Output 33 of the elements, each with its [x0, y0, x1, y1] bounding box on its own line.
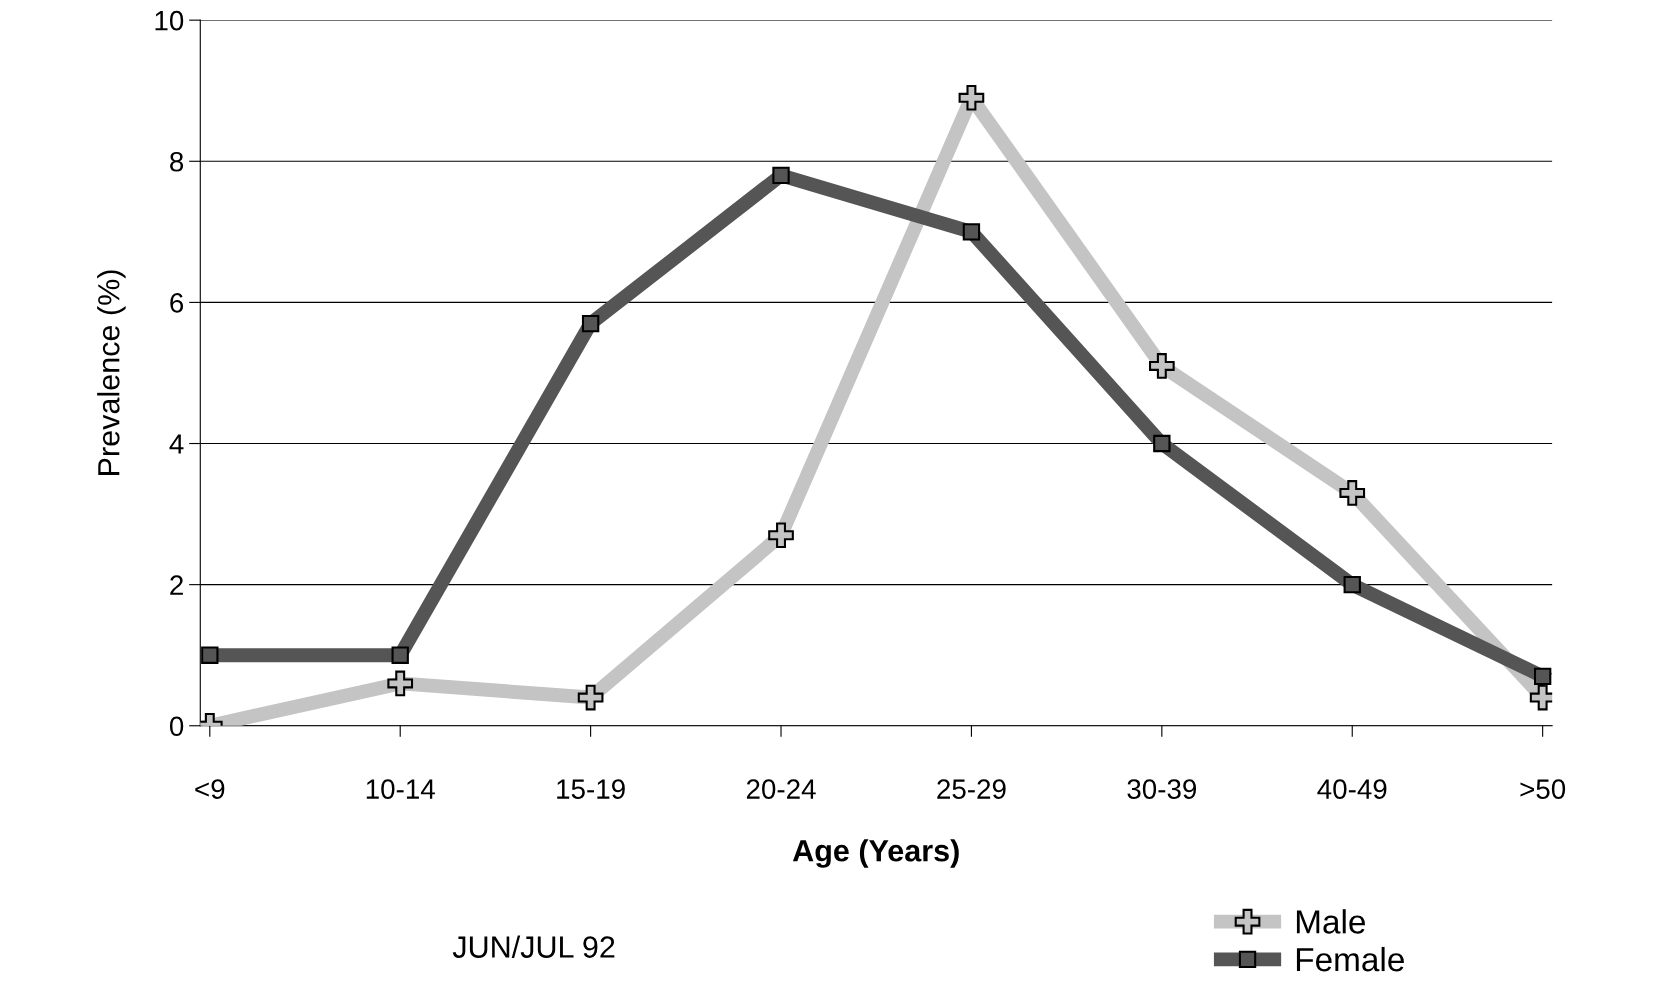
x-tick-label: 30-39	[1127, 779, 1197, 799]
y-tick-label: 2	[170, 575, 183, 595]
y-axis-title: Prevalence (%)	[97, 270, 126, 475]
x-axis-title: Age (Years)	[792, 839, 959, 868]
point	[387, 670, 414, 697]
x-tick-label: 40-49	[1317, 779, 1387, 799]
point	[1148, 353, 1175, 379]
point	[201, 646, 219, 664]
point	[581, 314, 600, 333]
x-tick-label: 15-19	[557, 779, 625, 799]
y-tick-label: 4	[169, 434, 184, 454]
point	[962, 223, 981, 241]
point	[1339, 480, 1366, 506]
point	[768, 522, 794, 549]
x-tick-label: 20-24	[746, 779, 816, 799]
point	[391, 646, 409, 664]
x-tick-label: >50	[1520, 779, 1566, 799]
x-tick-label: 25-29	[937, 779, 1006, 799]
legend-label: Male	[1296, 909, 1365, 934]
point	[1533, 667, 1552, 686]
y-tick-label: 6	[170, 293, 184, 313]
legend-label: Female	[1296, 946, 1404, 972]
point	[772, 166, 790, 185]
text: JUN/JUL 92	[452, 935, 615, 958]
x-tick-label: <9	[195, 779, 225, 799]
point	[1343, 575, 1361, 594]
y-tick-label: 0	[169, 716, 184, 737]
point	[577, 684, 604, 711]
point	[958, 84, 985, 111]
point	[1153, 434, 1171, 453]
x-tick-label: 10-14	[366, 779, 435, 799]
y-tick-label: 8	[170, 151, 184, 172]
y-tick-label: 10	[155, 10, 184, 31]
